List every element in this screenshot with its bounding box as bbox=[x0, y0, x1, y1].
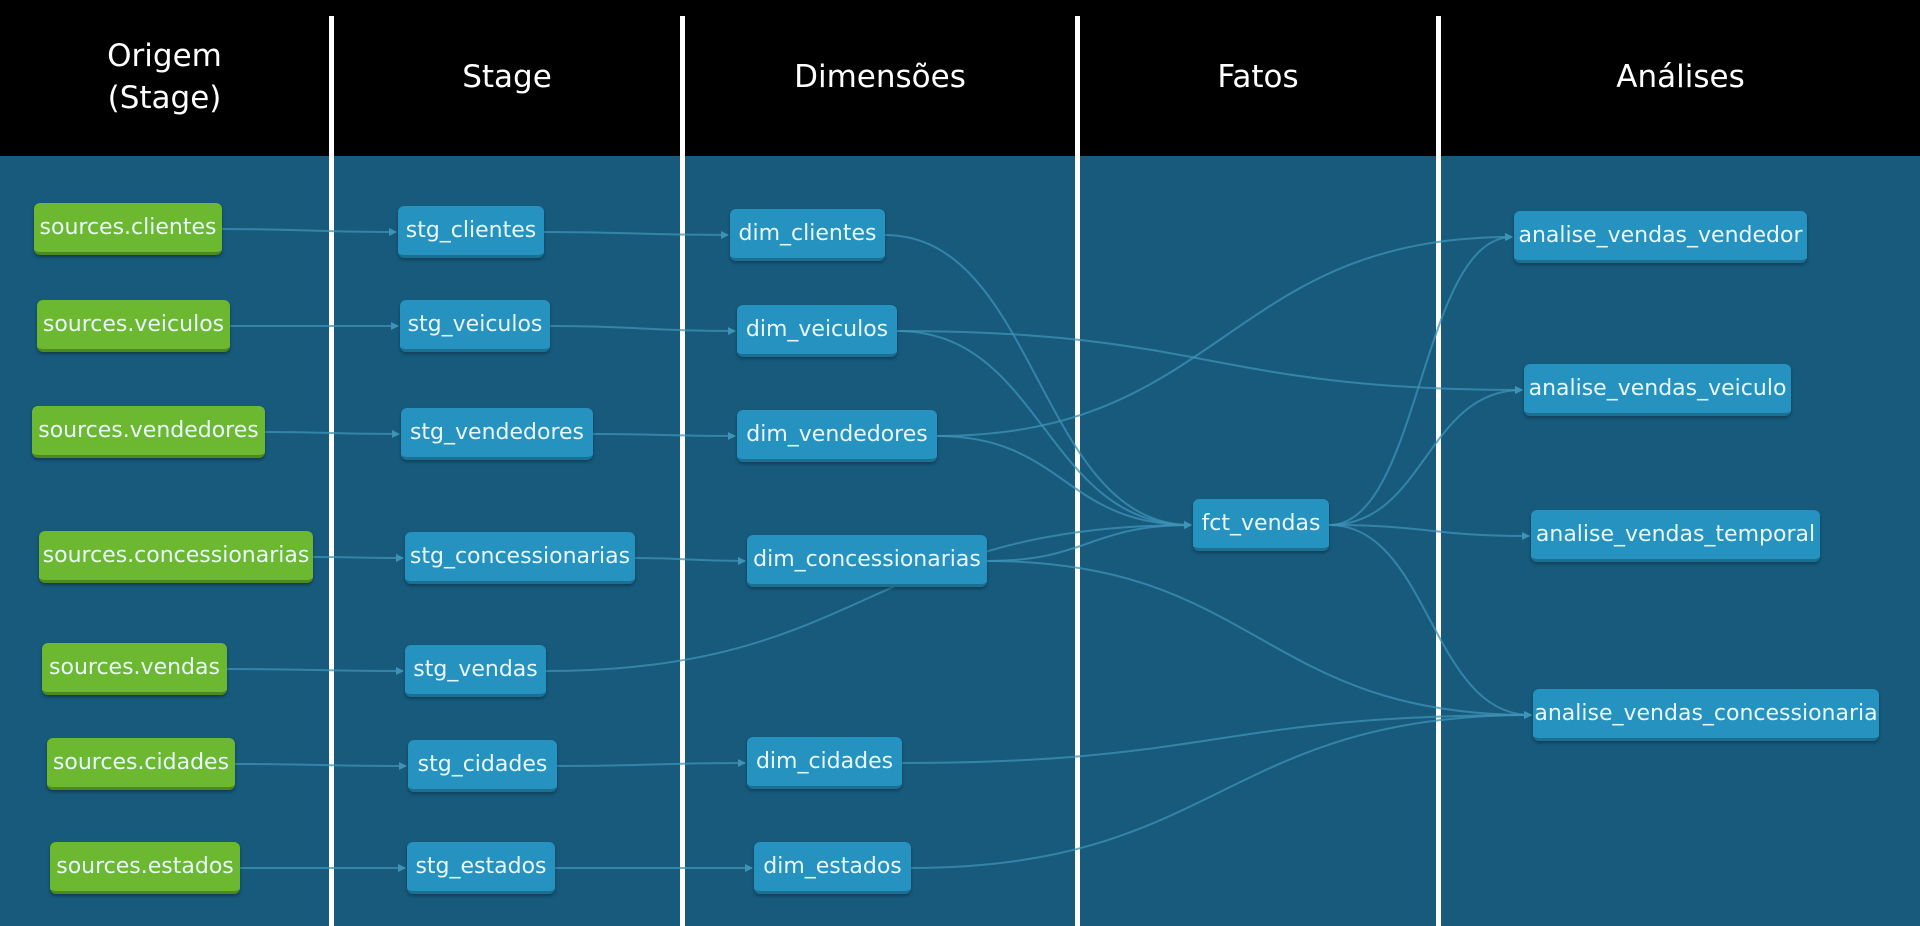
node-stg-vendedores[interactable]: stg_vendedores bbox=[401, 408, 593, 460]
node-stg-clientes[interactable]: stg_clientes bbox=[398, 206, 544, 258]
node-dim-cidades[interactable]: dim_cidades bbox=[747, 737, 902, 789]
node-sources-cidades[interactable]: sources.cidades bbox=[47, 738, 235, 790]
node-dim-concessionarias[interactable]: dim_concessionarias bbox=[747, 535, 987, 587]
node-analise-vendas-vendedor[interactable]: analise_vendas_vendedor bbox=[1514, 211, 1807, 263]
node-analise-vendas-veiculo[interactable]: analise_vendas_veiculo bbox=[1524, 364, 1791, 416]
header-origem: Origem (Stage) bbox=[0, 0, 329, 156]
node-sources-clientes[interactable]: sources.clientes bbox=[34, 203, 222, 255]
node-dim-clientes[interactable]: dim_clientes bbox=[730, 209, 885, 261]
node-analise-vendas-concessionaria[interactable]: analise_vendas_concessionaria bbox=[1533, 689, 1879, 741]
node-stg-vendas[interactable]: stg_vendas bbox=[405, 645, 546, 697]
node-dim-veiculos[interactable]: dim_veiculos bbox=[737, 305, 897, 357]
node-sources-concessionarias[interactable]: sources.concessionarias bbox=[39, 531, 313, 583]
node-sources-estados[interactable]: sources.estados bbox=[50, 842, 240, 894]
header-analises: Análises bbox=[1441, 0, 1920, 156]
node-fct-vendas[interactable]: fct_vendas bbox=[1193, 499, 1329, 551]
node-stg-veiculos[interactable]: stg_veiculos bbox=[400, 300, 550, 352]
node-stg-estados[interactable]: stg_estados bbox=[407, 842, 555, 894]
node-stg-concessionarias[interactable]: stg_concessionarias bbox=[405, 532, 635, 584]
column-divider bbox=[1436, 16, 1441, 926]
column-divider bbox=[1075, 16, 1080, 926]
node-sources-veiculos[interactable]: sources.veiculos bbox=[37, 300, 230, 352]
node-sources-vendedores[interactable]: sources.vendedores bbox=[32, 406, 265, 458]
header-fatos: Fatos bbox=[1080, 0, 1436, 156]
header-stage: Stage bbox=[334, 0, 680, 156]
node-stg-cidades[interactable]: stg_cidades bbox=[408, 740, 557, 792]
node-analise-vendas-temporal[interactable]: analise_vendas_temporal bbox=[1531, 510, 1820, 562]
node-dim-vendedores[interactable]: dim_vendedores bbox=[737, 410, 937, 462]
node-dim-estados[interactable]: dim_estados bbox=[754, 842, 911, 894]
header-dimensoes: Dimensões bbox=[685, 0, 1075, 156]
node-sources-vendas[interactable]: sources.vendas bbox=[42, 643, 227, 695]
column-divider bbox=[329, 16, 334, 926]
column-divider bbox=[680, 16, 685, 926]
